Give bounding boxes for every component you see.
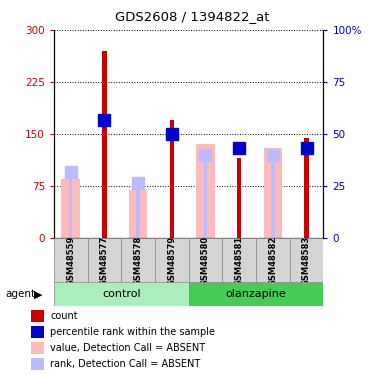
Bar <box>204 155 207 238</box>
Bar <box>189 282 323 306</box>
Text: GSM48559: GSM48559 <box>66 236 75 286</box>
Text: percentile rank within the sample: percentile rank within the sample <box>50 327 215 337</box>
Bar <box>62 179 80 238</box>
Bar <box>155 238 189 283</box>
Text: count: count <box>50 310 78 321</box>
Bar <box>271 155 275 238</box>
Bar <box>129 190 147 238</box>
Bar <box>121 238 155 283</box>
Bar <box>54 282 189 306</box>
Text: value, Detection Call = ABSENT: value, Detection Call = ABSENT <box>50 343 205 352</box>
Bar <box>305 138 309 238</box>
Text: GSM48580: GSM48580 <box>201 236 210 286</box>
Text: GSM48579: GSM48579 <box>167 236 176 286</box>
Bar <box>196 144 215 238</box>
Bar <box>54 238 88 283</box>
Bar <box>102 51 107 238</box>
Bar <box>237 158 241 238</box>
Bar <box>256 238 290 283</box>
Bar <box>30 358 44 370</box>
Bar <box>69 172 72 238</box>
Bar <box>30 326 44 338</box>
Text: rank, Detection Call = ABSENT: rank, Detection Call = ABSENT <box>50 358 201 369</box>
Bar <box>290 238 323 283</box>
Bar <box>30 310 44 322</box>
Bar <box>189 238 223 283</box>
Bar <box>264 148 282 238</box>
Bar <box>30 342 44 354</box>
Text: control: control <box>102 289 141 299</box>
Bar <box>136 183 140 238</box>
Bar <box>223 238 256 283</box>
Text: GSM48582: GSM48582 <box>268 236 277 286</box>
Text: agent: agent <box>5 290 35 299</box>
Text: GSM48583: GSM48583 <box>302 236 311 286</box>
Bar <box>170 120 174 238</box>
Text: GSM48581: GSM48581 <box>235 236 244 286</box>
Text: olanzapine: olanzapine <box>226 289 286 299</box>
Bar <box>88 238 121 283</box>
Text: ▶: ▶ <box>33 290 42 299</box>
Text: GSM48578: GSM48578 <box>134 236 142 286</box>
Text: GSM48577: GSM48577 <box>100 236 109 286</box>
Text: GDS2608 / 1394822_at: GDS2608 / 1394822_at <box>115 10 270 23</box>
